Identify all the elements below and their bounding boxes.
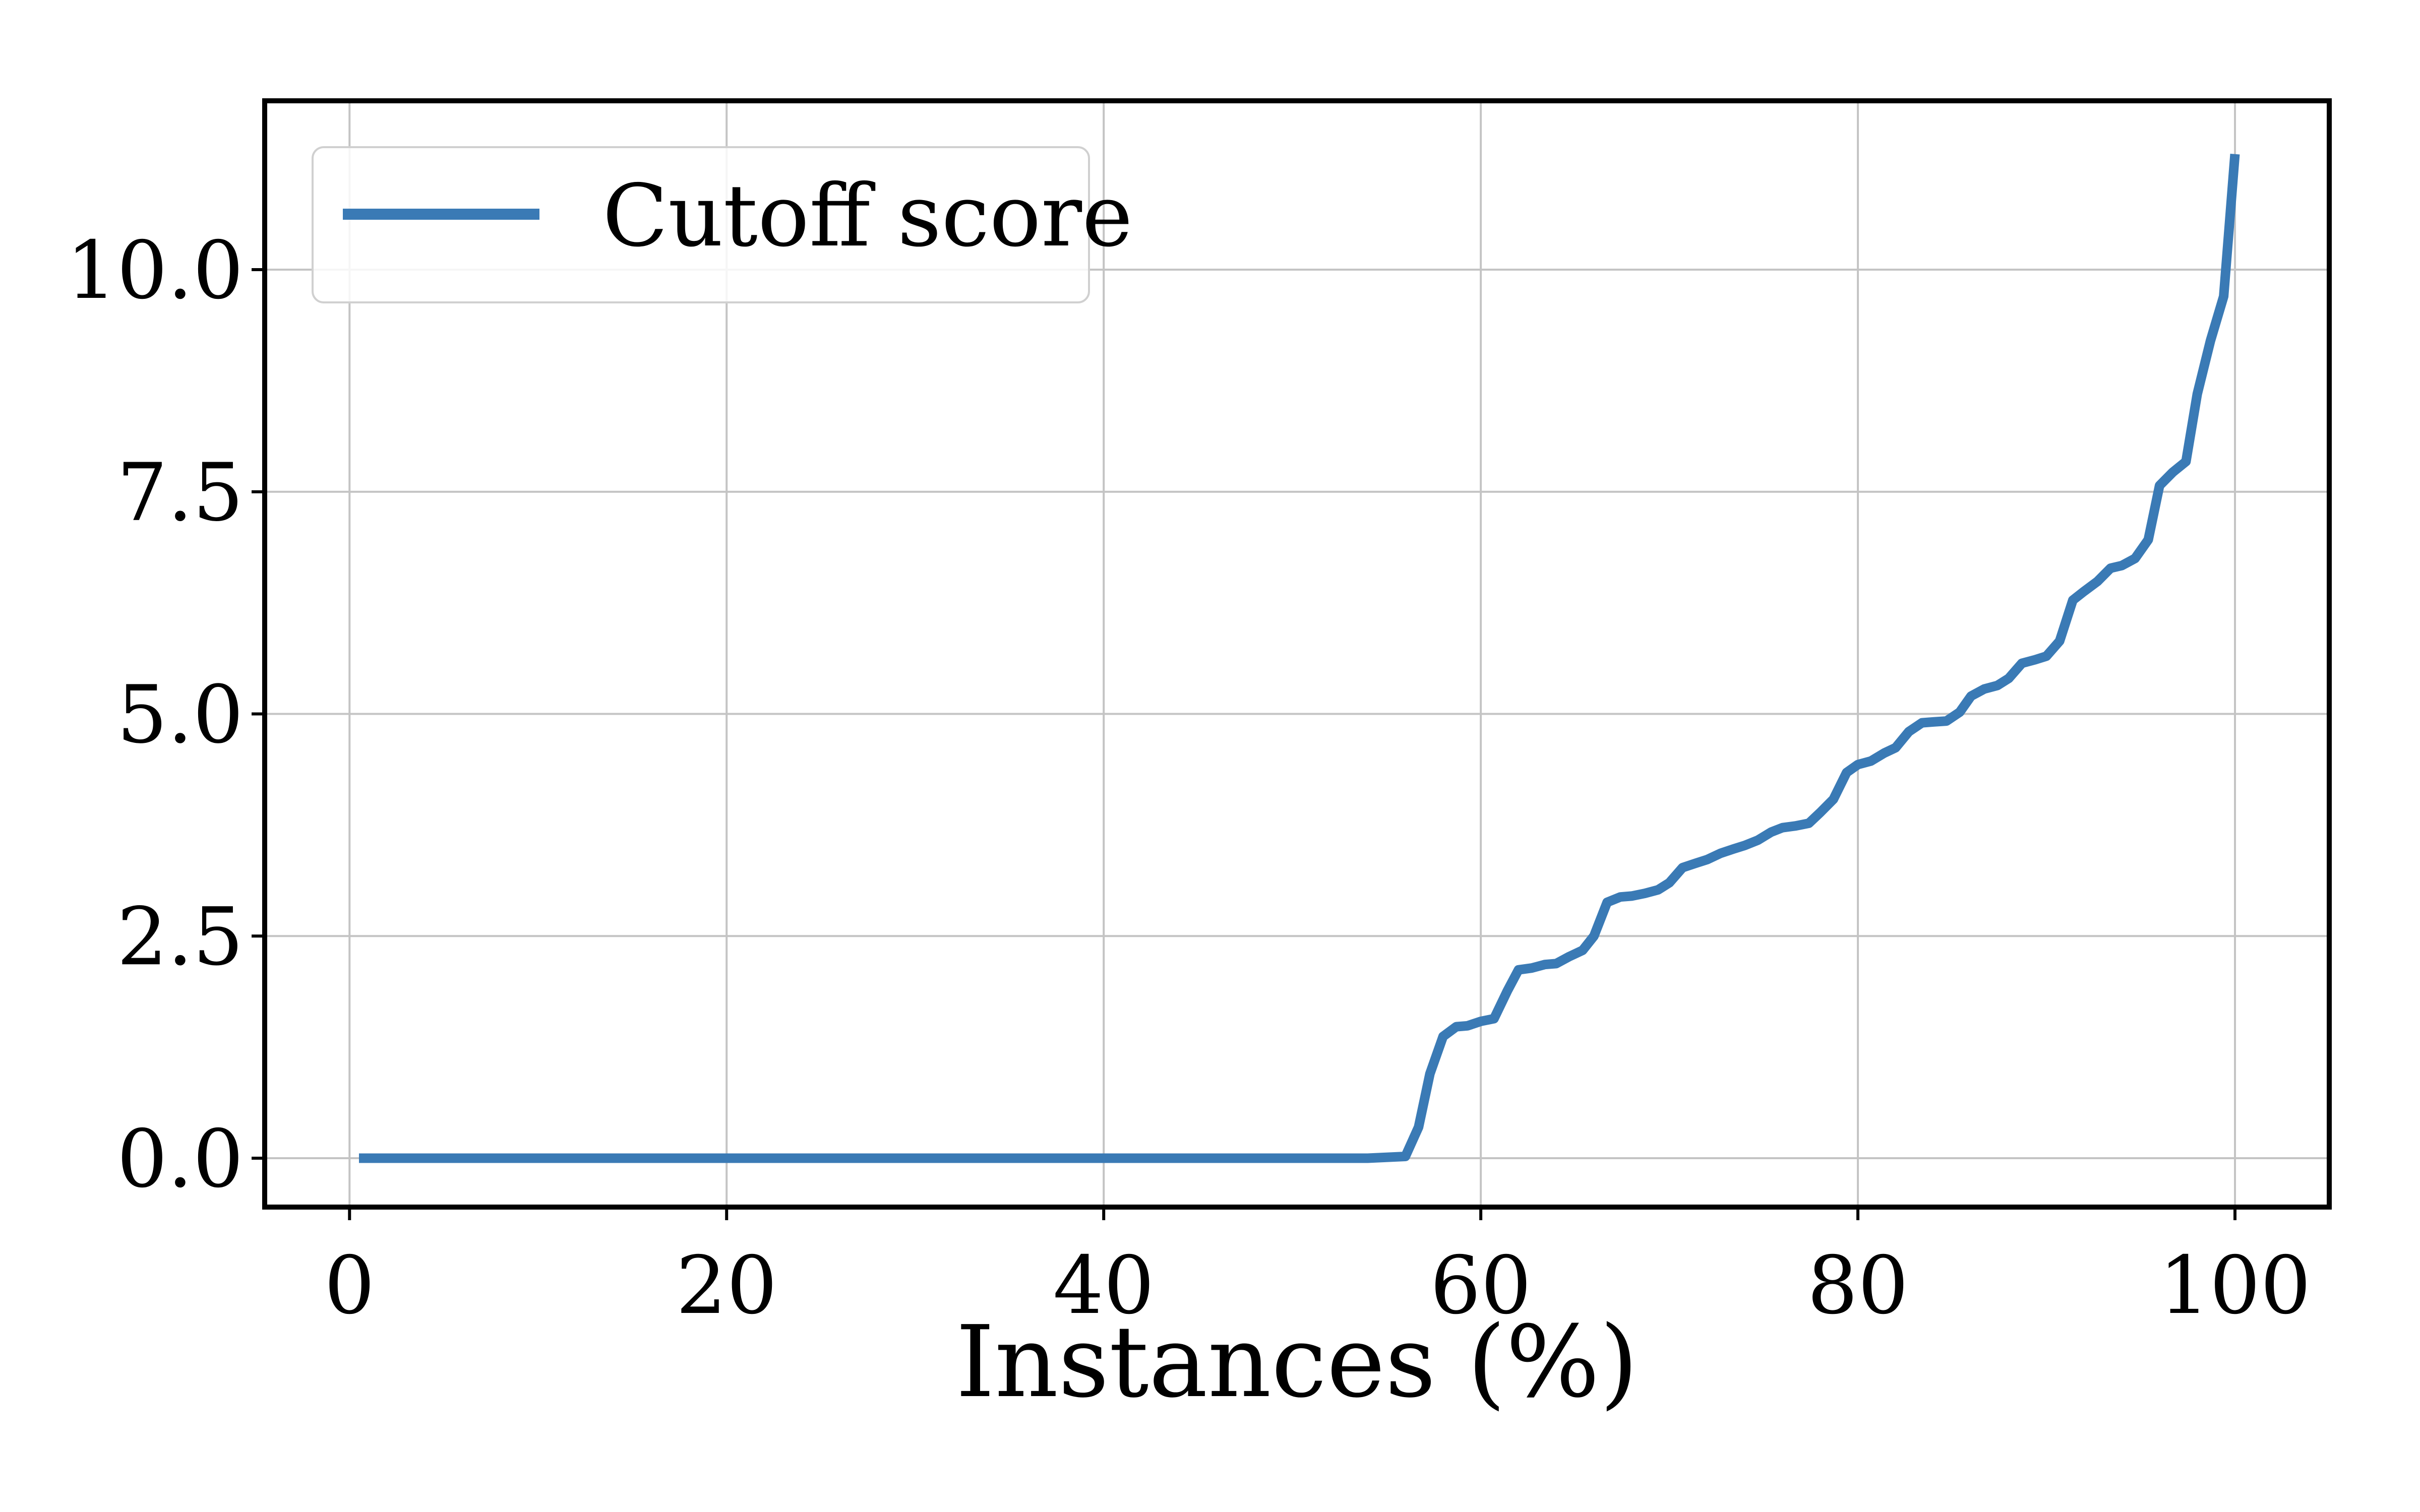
series-layer xyxy=(359,154,2240,1163)
y-tick-label-2-5: 2.5 xyxy=(117,891,244,983)
legend: Cutoff score xyxy=(312,146,1133,303)
y-tick-label-7-5: 7.5 xyxy=(117,447,244,539)
x-tick-label-20: 20 xyxy=(676,1239,777,1332)
x-tick-label-60: 60 xyxy=(1430,1239,1532,1332)
x-tick-label-40: 40 xyxy=(1053,1239,1155,1332)
y-tick-label-5-0: 5.0 xyxy=(117,669,244,762)
plot-frame xyxy=(262,98,2332,1210)
legend-box xyxy=(312,146,1090,303)
series-line-0 xyxy=(359,154,2240,1163)
x-tick-label-100: 100 xyxy=(2159,1239,2311,1332)
x-tick-label-80: 80 xyxy=(1807,1239,1909,1332)
y-tick-label-10-0: 10.0 xyxy=(66,224,244,317)
y-tick-label-0-0: 0.0 xyxy=(117,1113,244,1206)
x-tick-label-0: 0 xyxy=(324,1239,375,1332)
legend-label-cutoff-score: Cutoff score xyxy=(602,166,1133,266)
tick-layer: 0 20 40 60 80 100 0.0 2.5 5.0 7.5 10.0 xyxy=(66,224,2311,1332)
x-axis-label: Instances (%) xyxy=(956,1305,1639,1420)
